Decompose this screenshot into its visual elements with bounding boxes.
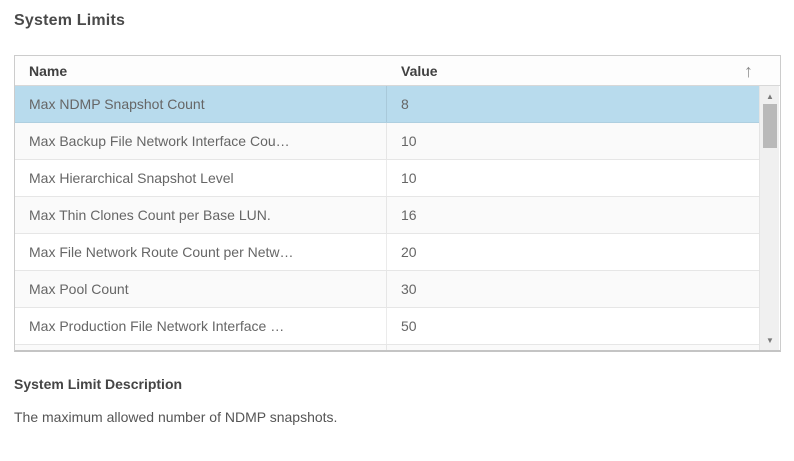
sort-ascending-icon[interactable]: ↑ bbox=[744, 60, 753, 81]
cell-name: Max Pool Count bbox=[15, 271, 387, 307]
cell-value: 50 bbox=[401, 318, 417, 334]
scroll-up-icon[interactable]: ▲ bbox=[766, 91, 774, 101]
table-body: Max NDMP Snapshot Count 8 Max Backup Fil… bbox=[15, 86, 780, 350]
table-row[interactable]: Max NDMP Snapshot Count 8 bbox=[15, 86, 759, 123]
scrollbar-thumb[interactable] bbox=[763, 104, 777, 148]
scroll-down-icon[interactable]: ▼ bbox=[766, 335, 774, 345]
cell-name: Max File Network Route Count per Netw… bbox=[15, 234, 387, 270]
table-row[interactable]: Max Thin Clones Count per Base LUN. 16 bbox=[15, 197, 759, 234]
table-row[interactable]: Max File Network Route Count per Netw… 2… bbox=[15, 234, 759, 271]
cell-value: 10 bbox=[401, 170, 417, 186]
description-text: The maximum allowed number of NDMP snaps… bbox=[14, 409, 338, 425]
table-row-partial bbox=[15, 345, 759, 350]
cell-name: Max NDMP Snapshot Count bbox=[15, 86, 387, 122]
cell-value: 30 bbox=[401, 281, 417, 297]
page: System Limits Name Value ↑ Max NDMP Snap… bbox=[14, 12, 781, 425]
page-title: System Limits bbox=[14, 12, 126, 29]
cell-value: 20 bbox=[401, 244, 417, 260]
cell-value: 10 bbox=[401, 133, 417, 149]
table-row[interactable]: Max Hierarchical Snapshot Level 10 bbox=[15, 160, 759, 197]
table-header-row: Name Value ↑ bbox=[15, 56, 780, 86]
vertical-scrollbar[interactable]: ▲ ▼ bbox=[759, 86, 779, 350]
cell-value bbox=[387, 345, 759, 350]
cell-name: Max Thin Clones Count per Base LUN. bbox=[15, 197, 387, 233]
column-header-name[interactable]: Name bbox=[29, 62, 68, 79]
system-limits-table: Name Value ↑ Max NDMP Snapshot Count 8 M… bbox=[14, 55, 781, 352]
column-header-value[interactable]: Value ↑ bbox=[387, 62, 780, 80]
table-row[interactable]: Max Production File Network Interface … … bbox=[15, 308, 759, 345]
column-header-value-label: Value bbox=[401, 62, 438, 79]
cell-value: 16 bbox=[401, 207, 417, 223]
cell-name: Max Production File Network Interface … bbox=[15, 308, 387, 344]
cell-name bbox=[15, 345, 387, 350]
cell-value: 8 bbox=[401, 96, 409, 112]
table-row[interactable]: Max Backup File Network Interface Cou… 1… bbox=[15, 123, 759, 160]
description-heading: System Limit Description bbox=[14, 376, 183, 392]
cell-name: Max Hierarchical Snapshot Level bbox=[15, 160, 387, 196]
cell-name: Max Backup File Network Interface Cou… bbox=[15, 123, 387, 159]
table-rows: Max NDMP Snapshot Count 8 Max Backup Fil… bbox=[15, 86, 759, 350]
table-row[interactable]: Max Pool Count 30 bbox=[15, 271, 759, 308]
